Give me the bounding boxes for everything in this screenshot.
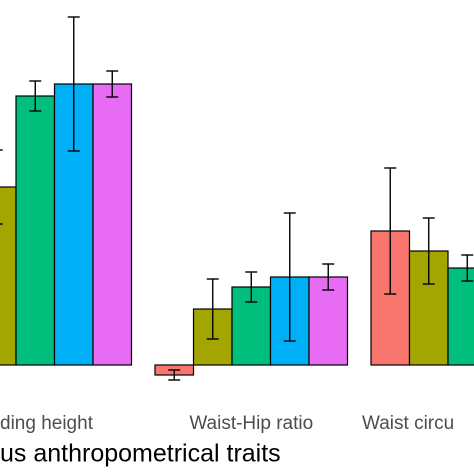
bar xyxy=(308,276,349,366)
error-bar xyxy=(461,254,474,282)
error-bar xyxy=(322,263,335,291)
x-tick-label: Waist circu xyxy=(362,413,454,434)
bar xyxy=(447,267,474,366)
x-tick-label: Waist-Hip ratio xyxy=(189,413,313,434)
error-bar xyxy=(0,149,3,225)
error-bar xyxy=(422,217,435,285)
x-tick-label: ding height xyxy=(0,413,94,434)
error-bar xyxy=(67,16,80,152)
error-bar xyxy=(168,369,181,381)
bar xyxy=(92,83,133,366)
error-bar xyxy=(106,70,119,98)
error-bar xyxy=(384,167,397,295)
error-bar xyxy=(206,278,219,340)
bar xyxy=(15,95,56,366)
error-bar xyxy=(283,212,296,342)
x-axis-title: us anthropometrical traits xyxy=(0,440,281,468)
error-bar xyxy=(245,271,258,303)
error-bar xyxy=(29,80,42,112)
bar xyxy=(0,186,17,366)
